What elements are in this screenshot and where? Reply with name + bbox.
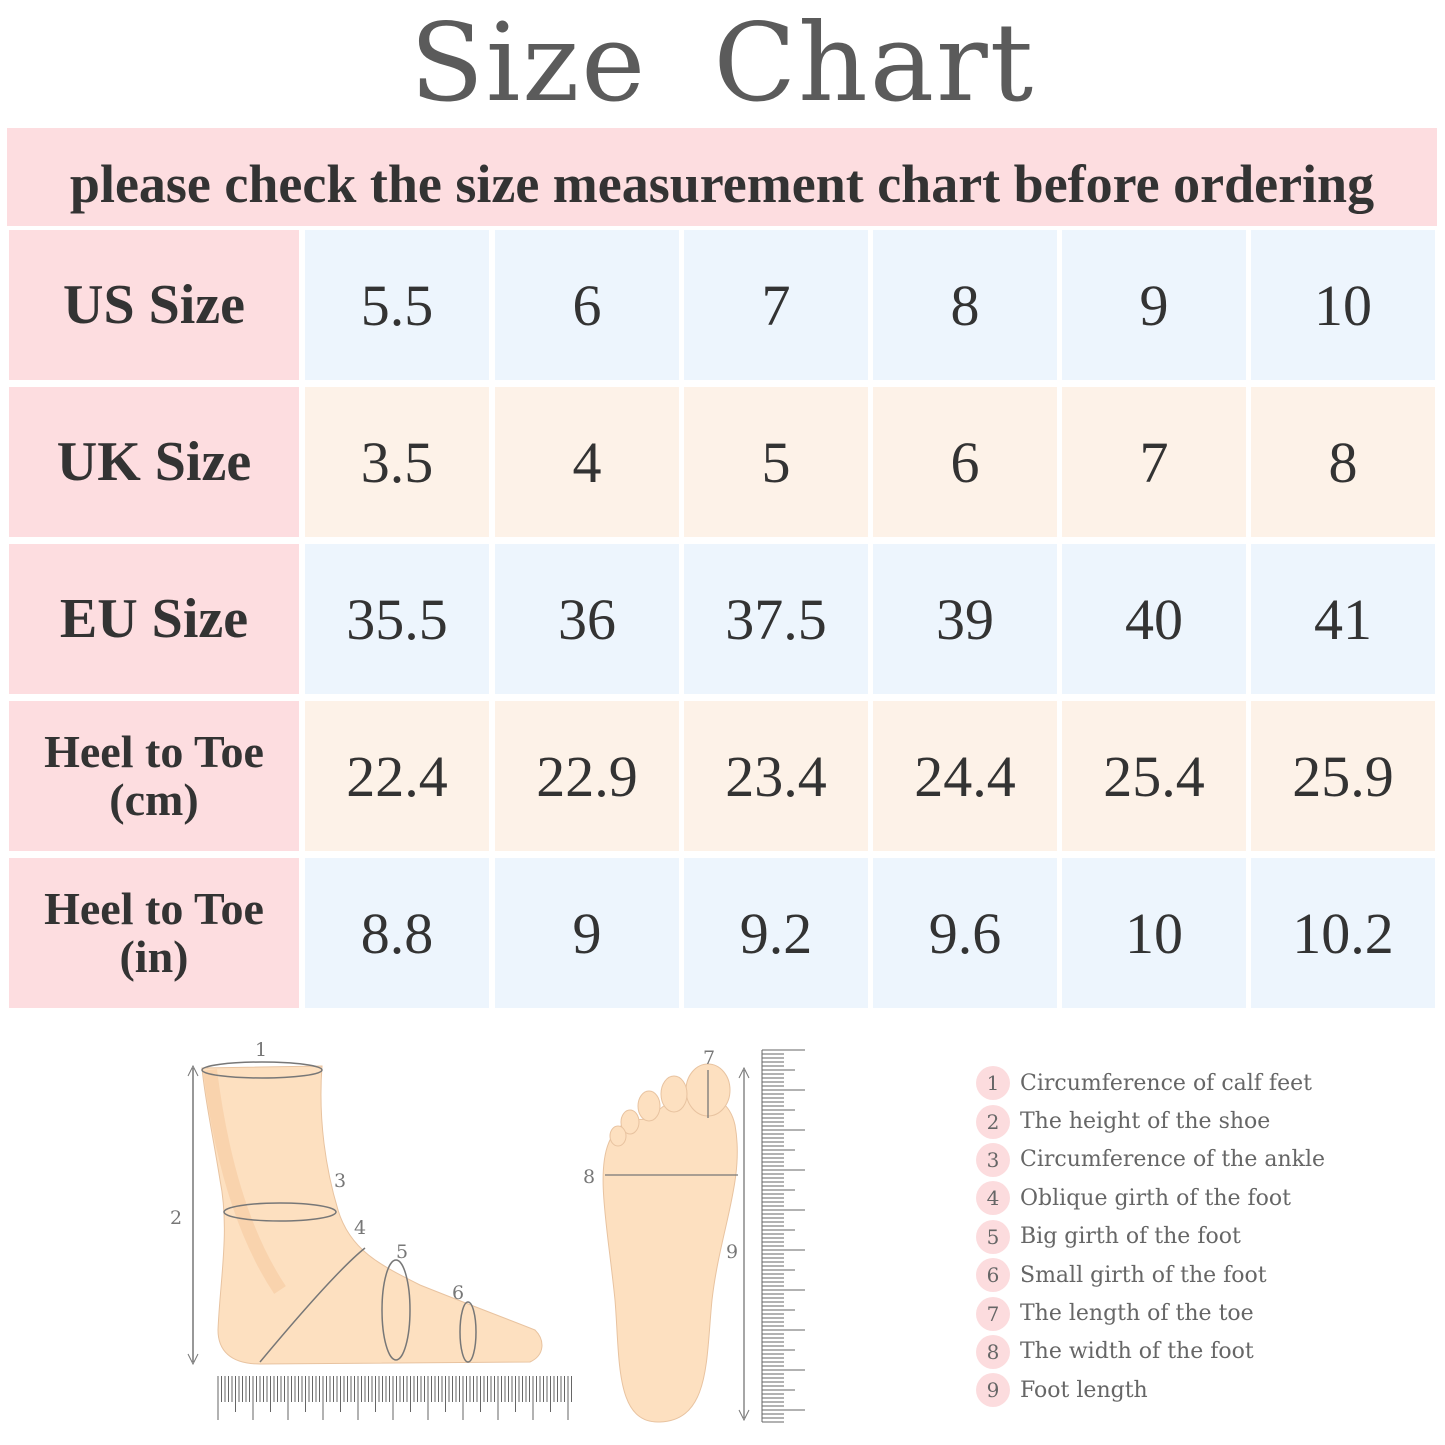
legend-text: Oblique girth of the foot xyxy=(1020,1185,1291,1211)
instruction-banner: please check the size measurement chart … xyxy=(7,128,1437,226)
size-cell: 9.6 xyxy=(873,858,1057,1008)
mark-9: 9 xyxy=(726,1241,738,1263)
mark-4: 4 xyxy=(354,1217,366,1239)
size-cell: 3.5 xyxy=(305,387,489,537)
legend-text: Circumference of calf feet xyxy=(1020,1070,1312,1096)
row-header: US Size xyxy=(9,230,299,380)
row-header-line2: (in) xyxy=(119,931,189,982)
legend-text: Foot length xyxy=(1020,1377,1148,1403)
legend-item: 7 The length of the toe xyxy=(976,1294,1325,1332)
ruler-vertical xyxy=(761,1049,805,1423)
legend-item: 2 The height of the shoe xyxy=(976,1102,1325,1140)
side-foot-illustration xyxy=(201,1065,543,1365)
row-header-line1: Heel to Toe xyxy=(44,883,264,934)
legend-number-badge: 9 xyxy=(976,1373,1010,1408)
size-cell: 23.4 xyxy=(684,701,868,851)
size-cell: 9.2 xyxy=(684,858,868,1008)
size-cell: 8 xyxy=(1251,387,1435,537)
legend-number-badge: 1 xyxy=(976,1066,1010,1101)
size-cell: 22.4 xyxy=(305,701,489,851)
size-cell: 25.4 xyxy=(1062,701,1246,851)
legend-text: The height of the shoe xyxy=(1020,1109,1271,1135)
legend-item: 9 Foot length xyxy=(976,1371,1325,1409)
legend-number-badge: 5 xyxy=(976,1219,1010,1254)
size-cell: 6 xyxy=(495,230,679,380)
row-header: UK Size xyxy=(9,387,299,537)
size-cell: 10.2 xyxy=(1251,858,1435,1008)
size-cell: 40 xyxy=(1062,544,1246,694)
legend-item: 3 Circumference of the ankle xyxy=(976,1141,1325,1179)
legend-item: 6 Small girth of the foot xyxy=(976,1256,1325,1294)
size-cell: 5.5 xyxy=(305,230,489,380)
mark-3: 3 xyxy=(334,1170,346,1192)
ruler-horizontal xyxy=(217,1376,572,1420)
size-cell: 9 xyxy=(1062,230,1246,380)
row-header: Heel to Toe (cm) xyxy=(9,701,299,851)
legend-number-badge: 7 xyxy=(976,1296,1010,1331)
mark-7: 7 xyxy=(703,1047,715,1069)
size-cell: 8.8 xyxy=(305,858,489,1008)
size-cell: 35.5 xyxy=(305,544,489,694)
legend-text: Circumference of the ankle xyxy=(1020,1147,1326,1173)
size-cell: 39 xyxy=(873,544,1057,694)
mark-6: 6 xyxy=(452,1282,464,1304)
row-header: EU Size xyxy=(9,544,299,694)
size-cell: 10 xyxy=(1062,858,1246,1008)
size-cell: 25.9 xyxy=(1251,701,1435,851)
mark-1: 1 xyxy=(255,1039,267,1061)
size-cell: 37.5 xyxy=(684,544,868,694)
foot-diagram: 1 2 3 4 5 6 7 8 9 xyxy=(170,1039,805,1423)
legend-item: 4 Oblique girth of the foot xyxy=(976,1179,1325,1217)
size-cell: 24.4 xyxy=(873,701,1057,851)
legend-number-badge: 6 xyxy=(976,1258,1010,1293)
row-header: Heel to Toe (in) xyxy=(9,858,299,1008)
size-cell: 8 xyxy=(873,230,1057,380)
legend-text: Small girth of the foot xyxy=(1020,1262,1267,1288)
legend-text: The length of the toe xyxy=(1020,1301,1254,1327)
legend-text: Big girth of the foot xyxy=(1020,1224,1241,1250)
legend-number-badge: 2 xyxy=(976,1104,1010,1139)
page-title: Size Chart xyxy=(409,1,1036,126)
legend-number-badge: 3 xyxy=(976,1142,1010,1177)
size-cell: 4 xyxy=(495,387,679,537)
size-cell: 6 xyxy=(873,387,1057,537)
size-cell: 41 xyxy=(1251,544,1435,694)
size-cell: 22.9 xyxy=(495,701,679,851)
row-header-line1: Heel to Toe xyxy=(44,726,264,777)
size-cell: 36 xyxy=(495,544,679,694)
sole-illustration xyxy=(602,1093,738,1423)
size-cell: 5 xyxy=(684,387,868,537)
size-cell: 7 xyxy=(1062,387,1246,537)
legend-item: 1 Circumference of calf feet xyxy=(976,1064,1325,1102)
mark-5: 5 xyxy=(396,1241,408,1263)
size-cell: 10 xyxy=(1251,230,1435,380)
mark-8: 8 xyxy=(583,1166,595,1188)
legend-item: 8 The width of the foot xyxy=(976,1333,1325,1371)
legend-number-badge: 4 xyxy=(976,1181,1010,1216)
size-cell: 7 xyxy=(684,230,868,380)
legend-item: 5 Big girth of the foot xyxy=(976,1218,1325,1256)
legend-text: The width of the foot xyxy=(1020,1339,1254,1365)
mark-2: 2 xyxy=(170,1207,182,1229)
row-header-line2: (cm) xyxy=(109,774,199,825)
measurement-legend: 1 Circumference of calf feet 2 The height o… xyxy=(976,1064,1325,1410)
legend-number-badge: 8 xyxy=(976,1334,1010,1369)
size-cell: 9 xyxy=(495,858,679,1008)
